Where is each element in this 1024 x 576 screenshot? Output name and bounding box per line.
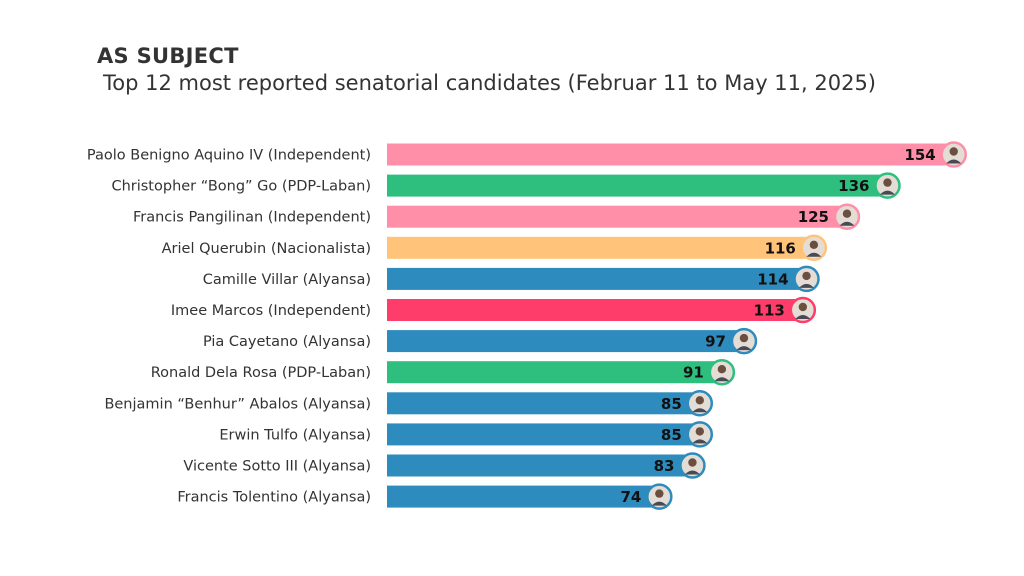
category-label: Ariel Querubin (Nacionalista) bbox=[162, 241, 371, 257]
value-label: 85 bbox=[661, 426, 682, 444]
candidate-photo-icon bbox=[646, 483, 673, 510]
bar bbox=[387, 392, 700, 415]
bar bbox=[387, 361, 722, 384]
category-label: Erwin Tulfo (Alyansa) bbox=[219, 427, 371, 443]
bar bbox=[387, 236, 814, 259]
candidate-photo-icon bbox=[686, 390, 714, 417]
category-label: Paolo Benigno Aquino IV (Independent) bbox=[87, 148, 371, 164]
bar-row: Ronald Dela Rosa (PDP-Laban) 91 bbox=[151, 358, 736, 386]
value-label: 97 bbox=[705, 333, 726, 351]
bar-row: Vicente Sotto III (Alyansa) 83 bbox=[183, 452, 706, 479]
bar bbox=[387, 174, 888, 197]
value-label: 85 bbox=[661, 395, 682, 413]
value-label: 114 bbox=[757, 270, 788, 288]
category-label: Camille Villar (Alyansa) bbox=[203, 272, 371, 288]
category-label: Francis Tolentino (Alyansa) bbox=[177, 490, 371, 506]
bar-row: Christopher “Bong” Go (PDP-Laban) 136 bbox=[111, 172, 901, 199]
category-label: Christopher “Bong” Go (PDP-Laban) bbox=[111, 179, 371, 195]
bar-row: Ariel Querubin (Nacionalista) 116 bbox=[162, 234, 828, 262]
bar bbox=[387, 423, 700, 446]
value-label: 116 bbox=[765, 239, 796, 257]
category-label: Ronald Dela Rosa (PDP-Laban) bbox=[151, 365, 371, 381]
bar bbox=[387, 299, 803, 321]
candidate-photo-icon bbox=[679, 452, 706, 479]
bar bbox=[387, 143, 954, 166]
value-label: 91 bbox=[683, 364, 704, 382]
category-label: Benjamin “Benhur” Abalos (Alyansa) bbox=[104, 396, 371, 412]
bar-row: Francis Pangilinan (Independent) 125 bbox=[133, 203, 861, 230]
bar bbox=[387, 485, 660, 508]
candidate-photo-icon bbox=[789, 296, 817, 324]
value-label: 74 bbox=[620, 488, 641, 506]
bar-row: Pia Cayetano (Alyansa) 97 bbox=[203, 327, 758, 355]
candidate-photo-icon bbox=[940, 141, 967, 168]
value-label: 113 bbox=[754, 302, 785, 320]
chart-subtitle: Top 12 most reported senatorial candidat… bbox=[103, 71, 877, 95]
category-label: Vicente Sotto III (Alyansa) bbox=[183, 459, 371, 475]
candidate-photo-icon bbox=[708, 358, 736, 386]
candidate-photo-icon bbox=[800, 234, 828, 262]
bar bbox=[387, 330, 744, 353]
chart-title: AS SUBJECT bbox=[97, 44, 239, 68]
candidate-photo-icon bbox=[686, 421, 714, 448]
candidate-photo-icon bbox=[793, 265, 820, 293]
value-label: 136 bbox=[838, 177, 869, 195]
bar-row: Erwin Tulfo (Alyansa) 85 bbox=[219, 421, 714, 448]
bar-row: Paolo Benigno Aquino IV (Independent) 154 bbox=[87, 141, 967, 168]
category-label: Pia Cayetano (Alyansa) bbox=[203, 334, 371, 350]
category-label: Francis Pangilinan (Independent) bbox=[133, 210, 371, 226]
category-label: Imee Marcos (Independent) bbox=[171, 303, 371, 319]
bar-row: Benjamin “Benhur” Abalos (Alyansa) 85 bbox=[104, 390, 714, 417]
value-label: 154 bbox=[904, 146, 935, 164]
candidate-photo-icon bbox=[833, 203, 861, 230]
bar bbox=[387, 267, 807, 290]
candidate-photo-icon bbox=[730, 327, 758, 355]
candidate-photo-icon bbox=[874, 172, 901, 199]
bar bbox=[387, 454, 693, 477]
value-label: 125 bbox=[798, 208, 829, 226]
bar-row: Camille Villar (Alyansa) 114 bbox=[203, 265, 820, 293]
bar bbox=[387, 205, 847, 228]
value-label: 83 bbox=[654, 457, 675, 475]
bar-row: Francis Tolentino (Alyansa) 74 bbox=[177, 483, 673, 510]
bar-row: Imee Marcos (Independent) 113 bbox=[171, 296, 817, 324]
